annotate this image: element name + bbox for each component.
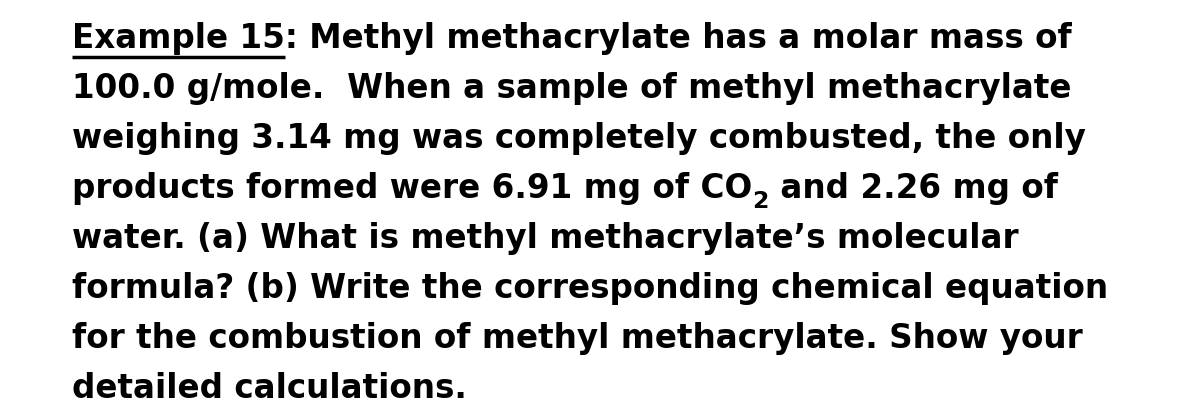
Text: and 2.26 mg of: and 2.26 mg of	[769, 172, 1057, 205]
Text: weighing 3.14 mg was completely combusted, the only: weighing 3.14 mg was completely combuste…	[72, 122, 1086, 155]
Text: 2: 2	[752, 190, 769, 213]
Text: water. (a) What is methyl methacrylate’s molecular: water. (a) What is methyl methacrylate’s…	[72, 222, 1019, 255]
Text: Example 15: Methyl methacrylate has a molar mass of: Example 15: Methyl methacrylate has a mo…	[72, 22, 1072, 55]
Text: 100.0 g/mole.  When a sample of methyl methacrylate: 100.0 g/mole. When a sample of methyl me…	[72, 72, 1072, 105]
Text: formula? (b) Write the corresponding chemical equation: formula? (b) Write the corresponding che…	[72, 272, 1108, 305]
Text: detailed calculations.: detailed calculations.	[72, 372, 467, 404]
Text: for the combustion of methyl methacrylate. Show your: for the combustion of methyl methacrylat…	[72, 322, 1082, 355]
Text: products formed were 6.91 mg of CO: products formed were 6.91 mg of CO	[72, 172, 752, 205]
